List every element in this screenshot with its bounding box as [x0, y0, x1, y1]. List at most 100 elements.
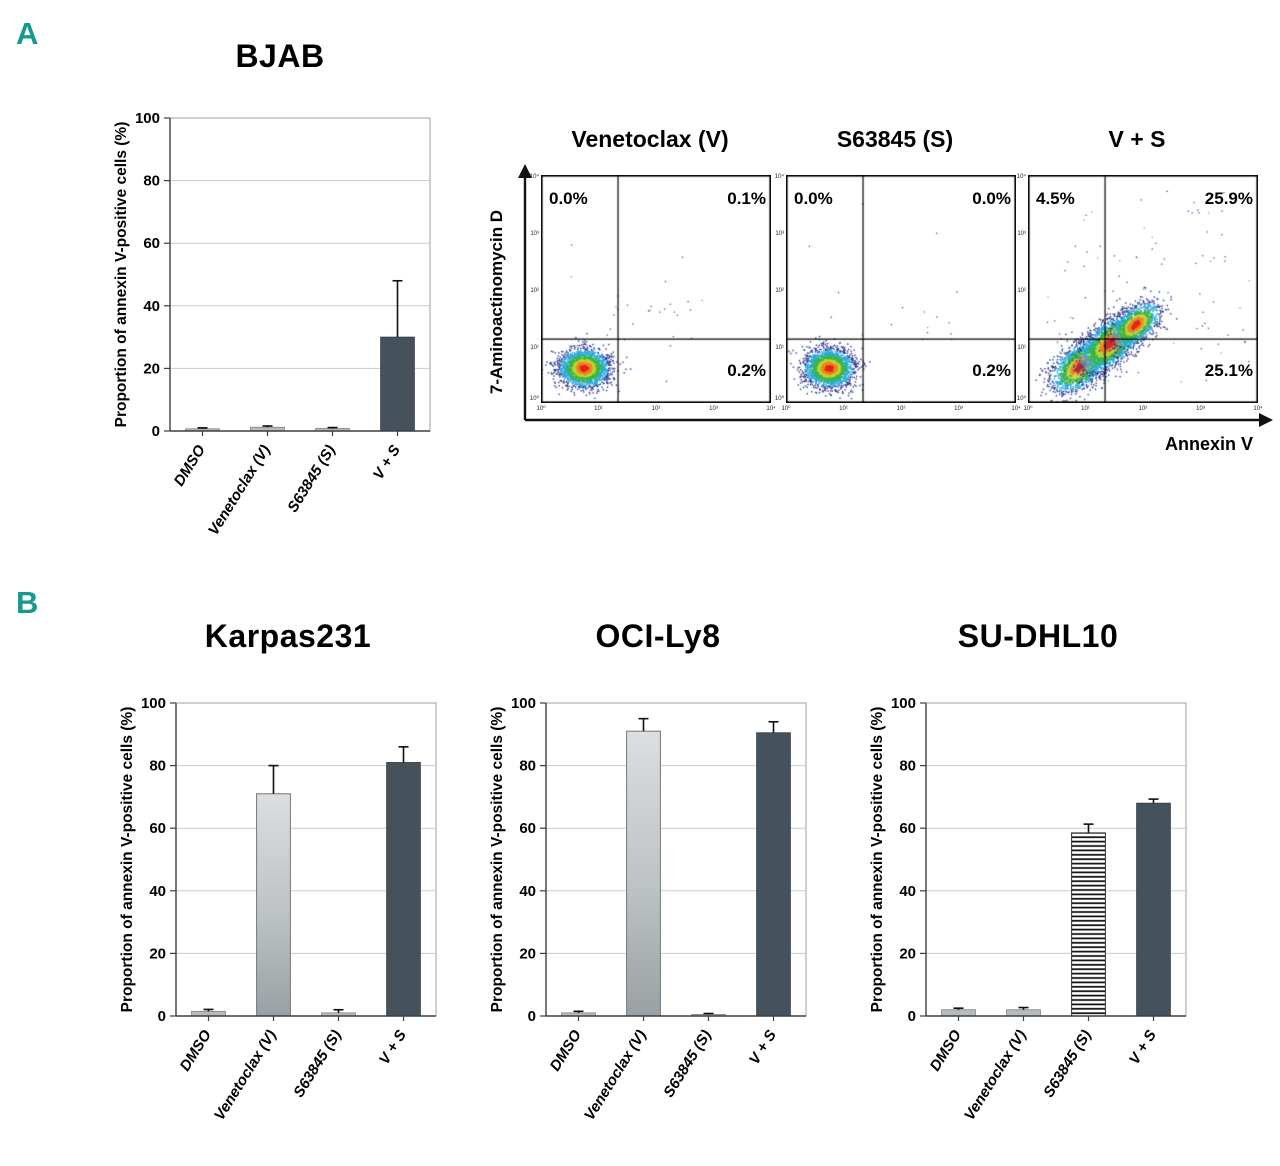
log-axis-tick: 10³	[1196, 406, 1205, 412]
log-axis-tick: 10²	[775, 288, 784, 294]
panel-a-label: A	[16, 16, 39, 51]
chart-title-karpas231: Karpas231	[204, 618, 372, 654]
svg-text:100: 100	[511, 695, 536, 712]
log-axis-tick: 10⁴	[766, 406, 776, 412]
svg-text:60: 60	[149, 820, 166, 837]
svg-text:Proportion of annexin V-positi: Proportion of annexin V-positive cells (…	[869, 707, 886, 1013]
log-axis-tick: 10³	[954, 406, 963, 412]
log-axis-tick: 10⁴	[1253, 406, 1263, 412]
flow-x-axis-label: Annexin V	[1164, 434, 1253, 454]
log-axis-tick: 10¹	[1017, 345, 1026, 351]
flow-plot-s63845: 0.0% 0.0% 0.2% 10⁰ 10⁰ 10¹ 10¹ 10² 10² 10³ 10³ 1…	[772, 174, 1021, 419]
svg-text:60: 60	[519, 820, 536, 837]
quadrant-label-top-right: 0.1%	[727, 189, 766, 208]
svg-text:80: 80	[899, 758, 916, 775]
flow-x-axis-arrowhead	[1259, 413, 1273, 427]
log-axis-tick: 10⁰	[1023, 406, 1033, 412]
quadrant-label-top-left: 0.0%	[549, 189, 588, 208]
log-axis-tick: 10¹	[1081, 406, 1090, 412]
svg-text:Venetoclax (V): Venetoclax (V)	[211, 1027, 280, 1123]
bar-chart-karpas231: 0 20 40 60 80 100 DMSO Venetoclax (V) S63845 (S)…	[118, 681, 458, 1161]
svg-text:S63845 (S): S63845 (S)	[660, 1027, 715, 1100]
log-axis-tick: 10⁰	[781, 406, 791, 412]
svg-text:60: 60	[143, 235, 160, 252]
svg-text:Venetoclax (V): Venetoclax (V)	[205, 442, 274, 538]
flow-y-axis-arrowhead	[518, 164, 532, 178]
quadrant-label-bottom-right: 25.1%	[1204, 361, 1253, 380]
svg-text:V + S: V + S	[370, 442, 404, 482]
svg-text:V + S: V + S	[1126, 1027, 1160, 1067]
quadrant-label-top-right: 0.0%	[972, 189, 1011, 208]
svg-text:S63845 (S): S63845 (S)	[1040, 1027, 1095, 1100]
quadrant-label-top-right: 25.9%	[1204, 189, 1253, 208]
flow-scatter-canvas	[1028, 175, 1258, 403]
bar-chart-bjab: 0 20 40 60 80 100 DMSO Venetoclax (V) S63845 (S)…	[112, 96, 452, 576]
svg-text:Proportion of annexin V-positi: Proportion of annexin V-positive cells (…	[119, 707, 136, 1013]
svg-text:DMSO: DMSO	[177, 1027, 215, 1074]
svg-text:40: 40	[519, 883, 536, 900]
chart-title-oci-ly8: OCI-Ly8	[595, 618, 721, 654]
quadrant-label-top-left: 4.5%	[1036, 189, 1075, 208]
svg-text:Proportion of annexin V-positi: Proportion of annexin V-positive cells (…	[113, 122, 130, 428]
log-axis-tick: 10²	[530, 288, 539, 294]
quadrant-label-bottom-right: 0.2%	[727, 361, 766, 380]
flow-plot-v-plus-s: 4.5% 25.9% 25.1% 10⁰ 10⁰ 10¹ 10¹ 10² 10² 10³ 10…	[1014, 174, 1263, 419]
log-axis-tick: 10⁴	[529, 174, 539, 180]
svg-text:100: 100	[135, 110, 160, 127]
flow-plot-venetoclax: 0.0% 0.1% 0.2% 10⁰ 10⁰ 10¹ 10¹ 10² 10² 10³ 10³ 1…	[527, 174, 776, 419]
log-axis-tick: 10³	[530, 231, 539, 237]
log-axis-tick: 10¹	[530, 345, 539, 351]
log-axis-tick: 10⁴	[774, 174, 784, 180]
log-axis-tick: 10¹	[839, 406, 848, 412]
svg-text:DMSO: DMSO	[547, 1027, 585, 1074]
log-axis-tick: 10⁰	[536, 406, 546, 412]
log-axis-tick: 10⁰	[774, 396, 784, 402]
log-axis-tick: 10⁴	[1016, 174, 1026, 180]
quadrant-label-top-left: 0.0%	[794, 189, 833, 208]
svg-text:0: 0	[528, 1008, 536, 1025]
flow-y-axis-label: 7-Aminoactinomycin D	[487, 209, 506, 395]
svg-text:60: 60	[899, 820, 916, 837]
log-axis-tick: 10³	[775, 231, 784, 237]
svg-text:0: 0	[908, 1008, 916, 1025]
svg-text:20: 20	[143, 360, 160, 377]
svg-text:Proportion of annexin V-positi: Proportion of annexin V-positive cells (…	[489, 707, 506, 1013]
svg-text:20: 20	[519, 945, 536, 962]
log-axis-tick: 10³	[709, 406, 718, 412]
log-axis-tick: 10⁰	[1016, 396, 1026, 402]
svg-text:S63845 (S): S63845 (S)	[290, 1027, 345, 1100]
bar-chart-oci-ly8: 0 20 40 60 80 100 DMSO Venetoclax (V) S63845 (S)…	[488, 681, 828, 1161]
svg-text:Venetoclax (V): Venetoclax (V)	[581, 1027, 650, 1123]
svg-text:0: 0	[152, 423, 160, 440]
log-axis-tick: 10²	[651, 406, 661, 412]
bar-chart-su-dhl10: 0 20 40 60 80 100 DMSO Venetoclax (V) S63845 (S)…	[868, 681, 1208, 1161]
flow-title-s63845: S63845 (S)	[836, 126, 954, 152]
svg-text:20: 20	[149, 945, 166, 962]
log-axis-tick: 10⁰	[529, 396, 539, 402]
svg-text:80: 80	[143, 173, 160, 190]
svg-text:40: 40	[899, 883, 916, 900]
flow-scatter-canvas	[541, 175, 771, 403]
log-axis-tick: 10¹	[775, 345, 784, 351]
svg-text:DMSO: DMSO	[171, 442, 209, 489]
svg-text:0: 0	[158, 1008, 166, 1025]
svg-text:S63845 (S): S63845 (S)	[284, 442, 339, 515]
svg-text:40: 40	[149, 883, 166, 900]
svg-text:V + S: V + S	[746, 1027, 780, 1067]
svg-text:Venetoclax (V): Venetoclax (V)	[961, 1027, 1030, 1123]
flow-title-venetoclax: Venetoclax (V)	[571, 126, 729, 152]
quadrant-label-bottom-right: 0.2%	[972, 361, 1011, 380]
flow-axes-arrows	[518, 164, 1273, 427]
flow-scatter-canvas	[786, 175, 1016, 403]
chart-title-su-dhl10: SU-DHL10	[957, 618, 1119, 654]
log-axis-tick: 10²	[1017, 288, 1026, 294]
svg-text:V + S: V + S	[376, 1027, 410, 1067]
log-axis-tick: 10¹	[594, 406, 603, 412]
svg-text:100: 100	[141, 695, 166, 712]
svg-text:20: 20	[899, 945, 916, 962]
svg-text:80: 80	[519, 758, 536, 775]
